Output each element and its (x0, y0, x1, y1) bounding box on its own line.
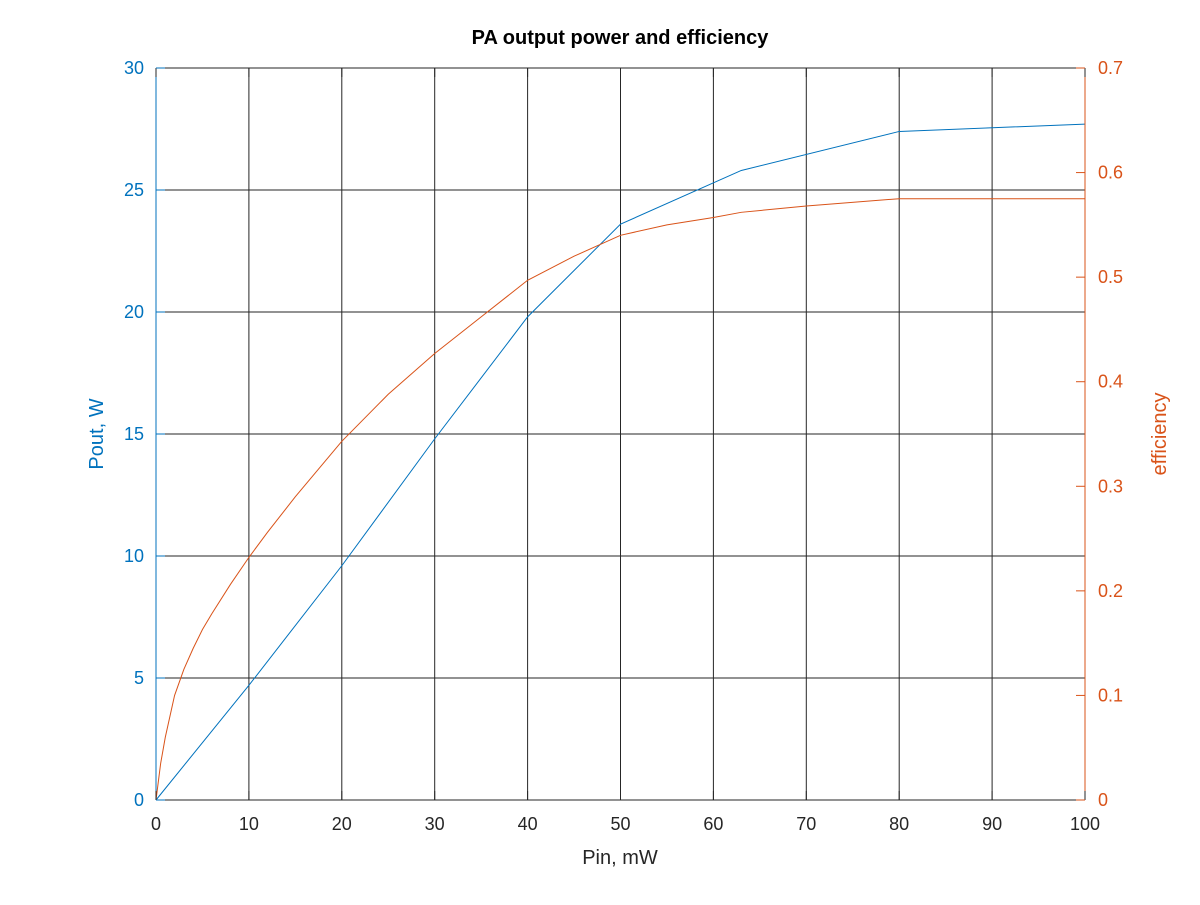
pout-series-line (155, 123, 1086, 801)
x-tick-label: 30 (425, 814, 445, 834)
series-layer (155, 123, 1086, 801)
x-tick-label: 20 (332, 814, 352, 834)
x-tick-label: 80 (889, 814, 909, 834)
left-tick-label: 20 (124, 302, 144, 322)
x-tick-label: 0 (151, 814, 161, 834)
left-tick-label: 0 (134, 790, 144, 810)
x-tick-label: 90 (982, 814, 1002, 834)
right-tick-label: 0.3 (1098, 476, 1123, 496)
right-y-axis-label: efficiency (1149, 392, 1171, 475)
x-axis-label: Pin, mW (582, 847, 658, 869)
right-tick-label: 0.2 (1098, 581, 1123, 601)
right-tick-label: 0.6 (1098, 163, 1123, 183)
left-y-axis-label: Pout, W (86, 398, 108, 469)
left-tick-label: 30 (124, 58, 144, 78)
right-tick-label: 0.1 (1098, 685, 1123, 705)
efficiency-series-line (155, 198, 1085, 801)
right-tick-label: 0.4 (1098, 372, 1123, 392)
left-tick-label: 15 (124, 424, 144, 444)
x-tick-label: 10 (239, 814, 259, 834)
x-tick-label: 70 (796, 814, 816, 834)
right-tick-label: 0.7 (1098, 58, 1123, 78)
left-tick-label: 5 (134, 668, 144, 688)
x-tick-label: 40 (518, 814, 538, 834)
grid-layer (155, 67, 1086, 801)
right-tick-label: 0 (1098, 790, 1108, 810)
left-tick-label: 25 (124, 180, 144, 200)
ticks-layer: 0 10 20 30 40 50 60 70 80 90 100 0 5 10 15 20 25 30 0 0.1 0.… (124, 58, 1123, 834)
chart-title: PA output power and efficiency (472, 27, 770, 49)
x-tick-label: 50 (610, 814, 630, 834)
x-tick-label: 100 (1070, 814, 1100, 834)
right-tick-label: 0.5 (1098, 267, 1123, 287)
left-tick-label: 10 (124, 546, 144, 566)
x-tick-label: 60 (703, 814, 723, 834)
